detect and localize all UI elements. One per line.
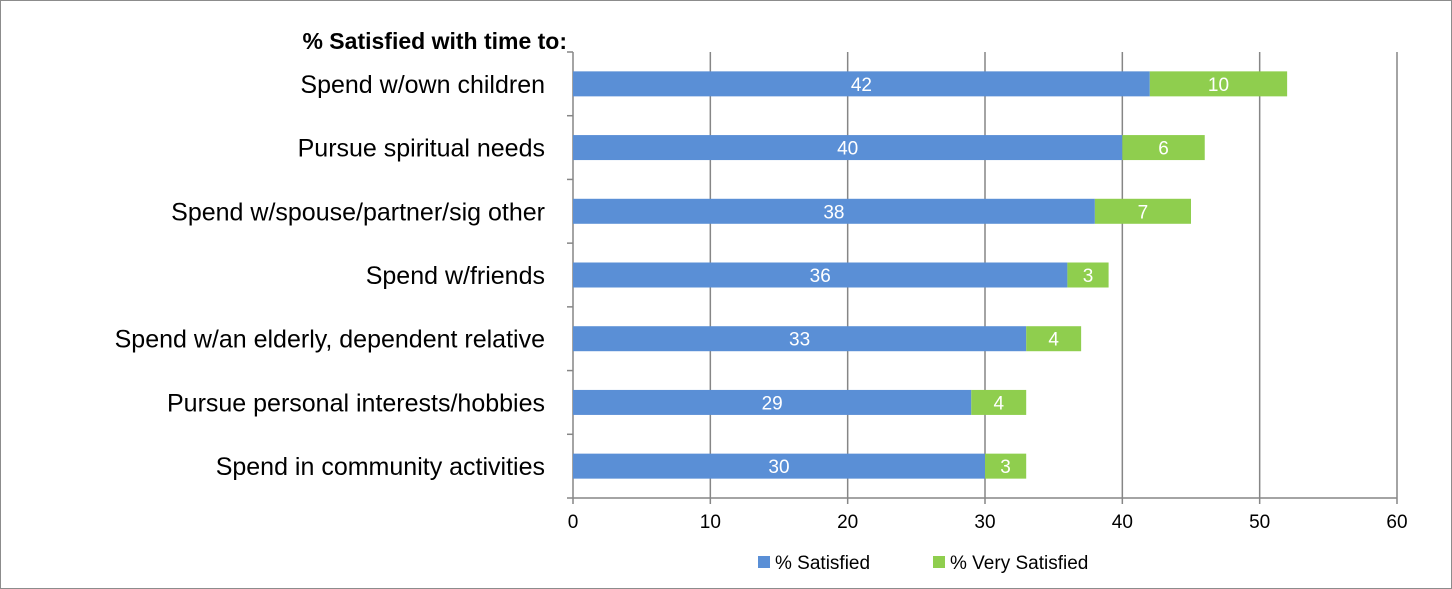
bar-very-satisfied — [1094, 198, 1191, 224]
labels: 0 10 20 30 40 50 60 Spend w/own children 42 10 Pur… — [115, 71, 1408, 533]
category-label: Spend w/friends — [366, 262, 545, 290]
data-label: 3 — [1083, 266, 1094, 287]
legend-label: % Very Satisfied — [950, 553, 1088, 574]
category-label: Spend w/spouse/partner/sig other — [171, 198, 545, 226]
x-tick-label: 40 — [1112, 512, 1133, 533]
x-tick-label: 50 — [1249, 512, 1270, 533]
bar-satisfied — [573, 198, 1095, 224]
bar-satisfied — [573, 389, 972, 415]
bar-very-satisfied — [1026, 326, 1082, 352]
data-label: 29 — [762, 393, 783, 414]
bar-satisfied — [573, 262, 1068, 288]
bars — [573, 71, 1288, 479]
legend-swatch — [758, 556, 770, 568]
bar-very-satisfied — [1067, 262, 1109, 288]
x-tick-label: 60 — [1386, 512, 1407, 533]
data-label: 38 — [823, 202, 844, 223]
legend-item-very-satisfied: % Very Satisfied — [933, 553, 1088, 574]
data-label: 3 — [1000, 457, 1011, 478]
bar-satisfied — [573, 453, 985, 479]
data-label: 4 — [1048, 330, 1059, 351]
data-label: 42 — [851, 75, 872, 96]
data-label: 10 — [1208, 75, 1229, 96]
bar-satisfied — [573, 326, 1027, 352]
legend-label: % Satisfied — [775, 553, 870, 574]
x-tick-label: 0 — [568, 512, 579, 533]
bar-satisfied — [573, 135, 1123, 161]
bar-very-satisfied — [971, 389, 1027, 415]
x-tick-label: 30 — [974, 512, 995, 533]
x-tick-label: 20 — [837, 512, 858, 533]
data-label: 33 — [789, 330, 810, 351]
legend-swatch — [933, 556, 945, 568]
data-label: 40 — [837, 139, 858, 160]
bar-very-satisfied — [1149, 71, 1288, 97]
bar-very-satisfied — [1122, 135, 1205, 161]
category-label: Pursue spiritual needs — [298, 135, 545, 163]
category-label: Pursue personal interests/hobbies — [167, 389, 545, 417]
data-label: 7 — [1138, 202, 1149, 223]
bar-satisfied — [573, 71, 1150, 97]
legend-item-satisfied: % Satisfied — [758, 553, 870, 574]
category-label: Spend w/own children — [300, 71, 545, 99]
data-label: 36 — [810, 266, 831, 287]
x-tick-label: 10 — [700, 512, 721, 533]
data-label: 4 — [993, 393, 1004, 414]
chart-title: % Satisfied with time to: — [302, 28, 567, 54]
category-label: Spend in community activities — [216, 453, 545, 481]
data-label: 6 — [1158, 139, 1169, 160]
data-label: 30 — [768, 457, 789, 478]
bar-very-satisfied — [985, 453, 1027, 479]
legend: % Satisfied % Very Satisfied — [758, 553, 1088, 574]
category-label: Spend w/an elderly, dependent relative — [115, 326, 545, 354]
